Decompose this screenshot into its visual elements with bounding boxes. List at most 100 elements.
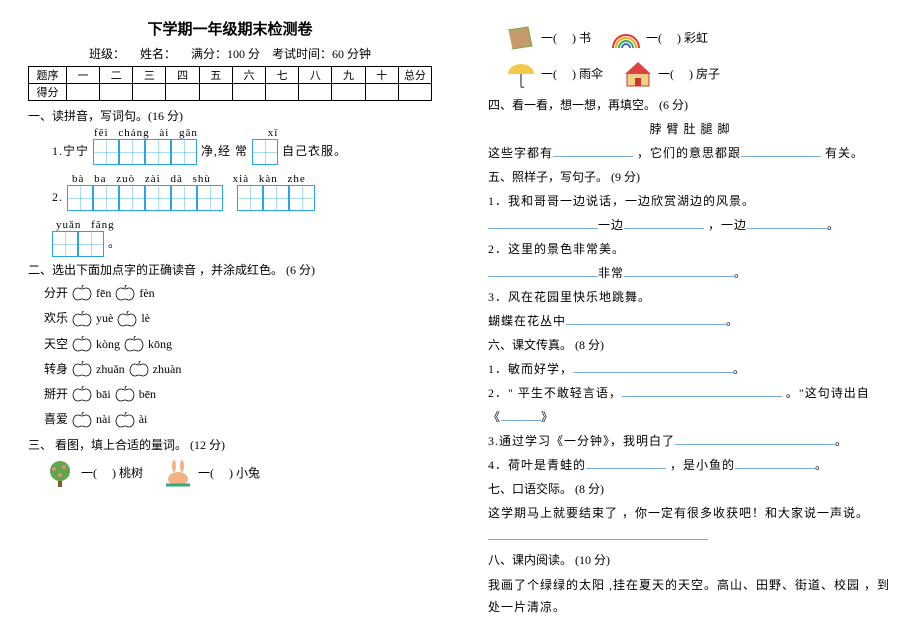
page-title: 下学期一年级期末检测卷 bbox=[28, 18, 432, 39]
sec3-word: 彩虹 bbox=[684, 31, 708, 45]
sec6-i2: 2．" 平生不敢轻言语， 。"这句诗出自 bbox=[488, 384, 892, 401]
apple-icon bbox=[114, 285, 136, 303]
left-column: 下学期一年级期末检测卷 班级： 姓名： 满分：100 分 考试时间：60 分钟 … bbox=[0, 0, 460, 637]
dash2: ) bbox=[229, 465, 233, 479]
sec2-a: yuè bbox=[96, 311, 113, 325]
dash: 一( bbox=[198, 465, 214, 479]
dash: 一( bbox=[81, 465, 97, 479]
sec3-row3: 一( ) 雨伞 一( ) 房子 bbox=[504, 60, 892, 90]
sec7-line: 这学期马上就要结束了 ，你一定有很多收获吧！和大家说一声说。 bbox=[488, 504, 892, 521]
sec2-word: 天空 bbox=[44, 337, 68, 351]
name-label: 姓名： bbox=[140, 47, 176, 61]
apple-icon bbox=[116, 311, 138, 329]
apple-icon bbox=[123, 336, 145, 354]
pinyin-text: bà ba zuò zài dà shù bbox=[72, 173, 211, 185]
sec5-heading: 五、照样子，写句子。 (9 分) bbox=[488, 168, 892, 185]
apple-icon bbox=[128, 361, 150, 379]
dash: 一( bbox=[646, 31, 662, 45]
q1-mid: 净,经 常 bbox=[201, 144, 248, 158]
sec2-word: 掰开 bbox=[44, 387, 68, 401]
rabbit-icon bbox=[161, 459, 195, 489]
apple-icon bbox=[71, 336, 93, 354]
apple-icon bbox=[71, 361, 93, 379]
score-col: 四 bbox=[166, 67, 199, 84]
dash2: ) bbox=[689, 67, 693, 81]
house-icon bbox=[621, 60, 655, 90]
sec5-i2: 2．这里的景色非常美。 bbox=[488, 240, 892, 257]
dash2: ) bbox=[677, 31, 681, 45]
apple-icon bbox=[71, 386, 93, 404]
dash2: ) bbox=[112, 465, 116, 479]
sec2-b: zhuàn bbox=[153, 362, 182, 376]
dash: 一( bbox=[541, 67, 557, 81]
right-column: 一( ) 书 一( ) 彩虹 一( ) 雨伞 一( ) 房子 四、看一看，想一想… bbox=[460, 0, 920, 637]
sec3-row2: 一( ) 书 一( ) 彩虹 bbox=[504, 24, 892, 54]
score-col: 总分 bbox=[398, 67, 431, 84]
book-icon bbox=[504, 24, 538, 54]
full-label: 满分：100 分 bbox=[191, 47, 260, 61]
sec2-items: 分开 fēn fèn 欢乐 yuè lè 天空 kòng kōng 转身 zhu… bbox=[28, 284, 432, 430]
sec2-word: 转身 bbox=[44, 362, 68, 376]
sec4-chars: 脖 臂 肚 腿 脚 bbox=[488, 120, 892, 137]
sec1-q2: bà ba zuò zài dà shù xià kàn zhe 2. bbox=[52, 173, 432, 211]
apple-icon bbox=[114, 386, 136, 404]
meta-line: 班级： 姓名： 满分：100 分 考试时间：60 分钟 bbox=[28, 45, 432, 62]
sec7-heading: 七、口语交际。 (8 分) bbox=[488, 480, 892, 497]
sec6-i1: 1．敏而好学，。 bbox=[488, 360, 892, 377]
sec3-word: 小兔 bbox=[236, 465, 260, 479]
score-col: 一 bbox=[66, 67, 99, 84]
sec2-a: fēn bbox=[96, 286, 111, 300]
pinyin-text: yuǎn fāng bbox=[56, 219, 432, 231]
sec4-heading: 四、看一看，想一想，再填空。 (6 分) bbox=[488, 96, 892, 113]
sec2-a: zhuǎn bbox=[96, 362, 125, 376]
score-table: 题序 一 二 三 四 五 六 七 八 九 十 总分 得分 bbox=[28, 66, 432, 101]
q1-lead: 1.宁宁 bbox=[52, 144, 89, 158]
score-col: 八 bbox=[299, 67, 332, 84]
sec3-word: 房子 bbox=[696, 67, 720, 81]
pinyin-text: fēi cháng ài gān bbox=[94, 127, 198, 139]
sec1-q3: yuǎn fāng 。 bbox=[52, 219, 432, 257]
sec8-line: 我画了个绿绿的太阳 ,挂在夏天的天空。高山、田野、街道、校园 ，到处一片清凉。 bbox=[488, 575, 892, 618]
sec3-row: 一( ) 桃树 一( ) 小兔 bbox=[44, 459, 432, 489]
umbrella-icon bbox=[504, 60, 538, 90]
score-col: 六 bbox=[232, 67, 265, 84]
rainbow-icon bbox=[609, 24, 643, 54]
score-rowlabel-2: 得分 bbox=[29, 84, 67, 101]
score-col: 三 bbox=[133, 67, 166, 84]
score-col: 七 bbox=[266, 67, 299, 84]
sec4-line2: 这些字都有 ，它们的意思都跟 有关。 bbox=[488, 144, 892, 161]
sec8-heading: 八、课内阅读。 (10 分) bbox=[488, 551, 892, 568]
sec2-b: bēn bbox=[139, 387, 156, 401]
pinyin-text: xià kàn zhe bbox=[233, 173, 306, 185]
q2-lead: 2. bbox=[52, 190, 63, 204]
sec2-word: 分开 bbox=[44, 286, 68, 300]
sec2-word: 欢乐 bbox=[44, 311, 68, 325]
score-col: 二 bbox=[100, 67, 133, 84]
sec3-heading: 三、 看图，填上合适的量词。 (12 分) bbox=[28, 436, 432, 453]
sec5-i1: 1．我和哥哥一边说话，一边欣赏湖边的风景。 bbox=[488, 192, 892, 209]
sec3-word: 桃树 bbox=[119, 465, 143, 479]
sec2-b: fèn bbox=[139, 286, 154, 300]
sec6-i2b: 《》 bbox=[488, 408, 892, 425]
sec1-heading: 一、读拼音，写词句。(16 分) bbox=[28, 107, 432, 124]
dash2: ) bbox=[572, 31, 576, 45]
class-label: 班级： bbox=[89, 47, 125, 61]
time-label: 考试时间：60 分钟 bbox=[272, 47, 371, 61]
sec3-word: 书 bbox=[579, 31, 591, 45]
sec2-a: kòng bbox=[96, 337, 120, 351]
pinyin-text: xǐ bbox=[268, 127, 279, 139]
tree-icon bbox=[44, 459, 78, 489]
sec3-word: 雨伞 bbox=[579, 67, 603, 81]
apple-icon bbox=[71, 412, 93, 430]
dash: 一( bbox=[658, 67, 674, 81]
sec6-i4: 4．荷叶是青蛙的 ，是小鱼的。 bbox=[488, 456, 892, 473]
score-col: 九 bbox=[332, 67, 365, 84]
q1-tail: 自己衣服。 bbox=[282, 144, 347, 158]
sec6-heading: 六、课文传真。 (8 分) bbox=[488, 336, 892, 353]
score-rowlabel-1: 题序 bbox=[29, 67, 67, 84]
sec2-word: 喜爱 bbox=[44, 412, 68, 426]
apple-icon bbox=[114, 412, 136, 430]
sec5-i1-blank: 一边 ，一边。 bbox=[488, 216, 892, 233]
dash2: ) bbox=[572, 67, 576, 81]
apple-icon bbox=[71, 285, 93, 303]
